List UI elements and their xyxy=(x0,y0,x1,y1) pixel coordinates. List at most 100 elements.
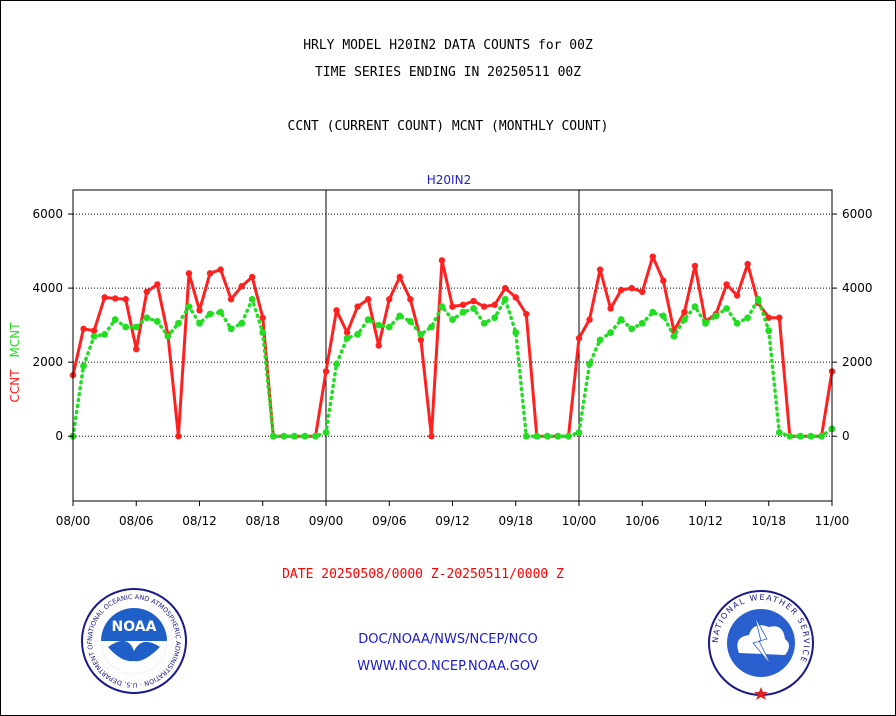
data-point xyxy=(217,266,224,273)
data-point xyxy=(470,305,477,312)
x-tick-label: 09/18 xyxy=(498,514,533,528)
x-tick-label: 09/00 xyxy=(309,514,344,528)
y-tick-label-right: 0 xyxy=(842,429,850,443)
y-tick-label-right: 6000 xyxy=(842,207,873,221)
data-point xyxy=(122,323,130,331)
data-point xyxy=(301,432,309,440)
data-point xyxy=(175,433,182,440)
data-point xyxy=(259,314,266,321)
data-point xyxy=(786,432,794,440)
data-point xyxy=(491,314,499,322)
data-point xyxy=(217,308,224,316)
data-point xyxy=(628,284,635,292)
data-point xyxy=(227,325,235,333)
data-point xyxy=(586,360,593,368)
star-icon xyxy=(754,687,768,700)
data-point xyxy=(649,253,656,260)
data-point xyxy=(101,294,108,301)
data-point xyxy=(417,330,425,338)
data-point xyxy=(586,316,593,323)
data-point xyxy=(723,281,730,288)
data-point xyxy=(428,433,435,440)
data-point xyxy=(132,323,140,331)
data-point xyxy=(449,303,456,310)
data-point xyxy=(386,296,393,303)
x-tick-label: 08/00 xyxy=(56,514,91,528)
org-path-text: DOC/NOAA/NWS/NCEP/NCO xyxy=(358,632,538,647)
data-point xyxy=(80,362,87,370)
data-point xyxy=(733,292,741,299)
data-point xyxy=(470,297,477,305)
data-point xyxy=(523,310,530,318)
data-point xyxy=(354,303,361,310)
header-line-2: TIME SERIES ENDING IN 20250511 00Z xyxy=(314,65,582,80)
data-point xyxy=(333,360,340,368)
y-tick-label-left: 6000 xyxy=(32,207,63,221)
data-point xyxy=(206,310,214,318)
data-point xyxy=(396,312,404,320)
data-point xyxy=(607,329,615,336)
data-point xyxy=(702,319,709,327)
x-tick-label: 09/12 xyxy=(435,514,470,528)
data-point xyxy=(649,308,657,316)
data-point xyxy=(111,295,119,302)
x-tick-label: 09/06 xyxy=(372,514,407,528)
data-point xyxy=(681,316,688,323)
data-point xyxy=(196,319,203,327)
data-point xyxy=(522,432,530,440)
data-point xyxy=(775,429,783,436)
nws-logo: NATIONAL WEATHER SERVICE xyxy=(708,590,814,700)
y-tick-label-right: 4000 xyxy=(842,281,873,295)
data-point xyxy=(796,432,804,440)
data-point xyxy=(617,316,625,323)
data-point xyxy=(501,295,509,303)
y-tick-label-left: 0 xyxy=(55,429,63,443)
data-point xyxy=(280,432,288,440)
noaa-logo-text: NOAA xyxy=(112,619,157,635)
data-point xyxy=(322,368,330,375)
data-point xyxy=(269,432,277,440)
axes-layer: 0 0 2000 2000 4000 4000 6000 6000 08/00 08/06 08/1… xyxy=(32,189,873,528)
y-axis-label-ccnt: CCNT xyxy=(8,369,22,403)
data-point xyxy=(565,432,572,440)
data-point xyxy=(259,329,267,336)
grid-layer xyxy=(73,190,832,501)
x-tick-label: 10/00 xyxy=(562,514,597,528)
data-point xyxy=(744,260,751,268)
data-point xyxy=(639,288,646,296)
data-point xyxy=(596,336,604,344)
noaa-logo: NATIONAL OCEANIC AND ATMOSPHERIC ADMINIS… xyxy=(81,588,187,694)
data-point xyxy=(776,314,783,321)
x-tick-label: 10/06 xyxy=(625,514,660,528)
data-point xyxy=(364,296,372,303)
data-point xyxy=(333,307,340,314)
plot-area-border xyxy=(72,189,833,502)
data-point xyxy=(385,323,393,331)
chart-title: H20IN2 xyxy=(427,173,471,187)
data-point xyxy=(459,301,467,308)
data-point xyxy=(90,332,98,340)
data-point xyxy=(543,432,551,440)
data-point xyxy=(480,303,488,310)
data-point xyxy=(249,273,256,281)
data-point xyxy=(143,288,150,296)
series-layer xyxy=(69,253,836,440)
data-point xyxy=(438,303,446,311)
data-point xyxy=(312,432,319,440)
y-tick-label-left: 2000 xyxy=(32,355,63,369)
data-point xyxy=(90,327,98,334)
data-point xyxy=(554,432,562,440)
data-point xyxy=(575,334,583,342)
data-point xyxy=(659,312,667,320)
data-point xyxy=(154,281,161,288)
data-point xyxy=(765,327,773,335)
website-link[interactable]: WWW.NCO.NCEP.NOAA.GOV xyxy=(357,659,539,674)
data-point xyxy=(248,295,256,303)
data-point xyxy=(670,332,678,340)
data-point xyxy=(744,314,752,322)
data-point xyxy=(375,321,383,329)
data-point xyxy=(502,284,509,292)
data-point xyxy=(691,262,699,270)
data-point xyxy=(512,329,520,336)
